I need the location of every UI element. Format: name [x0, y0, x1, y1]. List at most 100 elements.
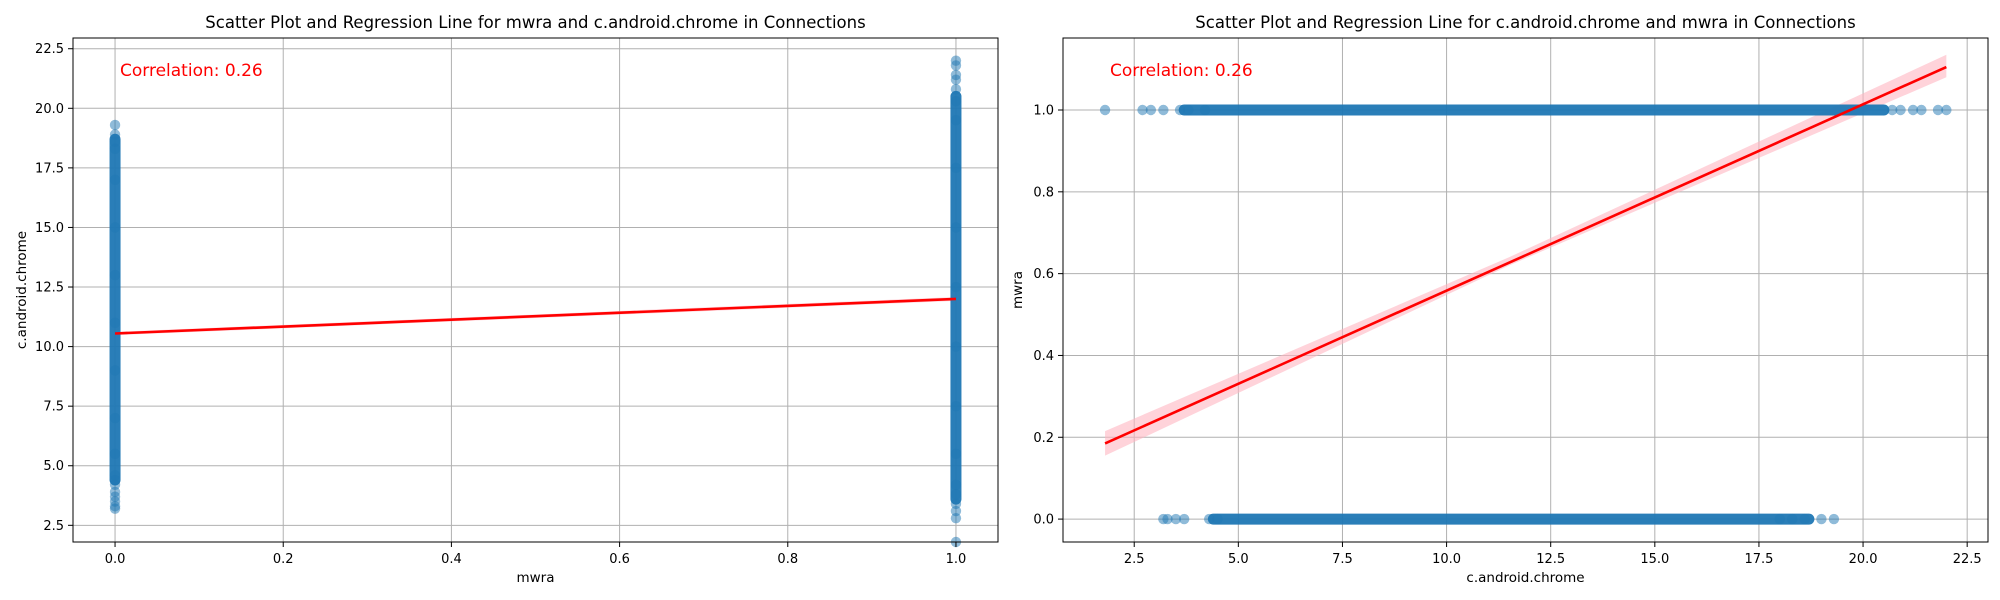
data-point	[1932, 104, 1944, 116]
data-point	[1907, 104, 1919, 116]
data-point	[1916, 104, 1927, 116]
plot-frame	[1062, 37, 1989, 543]
data-point	[1170, 513, 1182, 525]
left-scatter-chart: 0.0 0.2 0.4 0.6 0.8 1.0 2.5 5.0 7.5 10.0 12.5 15.0 1…	[14, 13, 999, 586]
data-point	[950, 95, 962, 107]
x-tick-label: 22.5	[1953, 552, 1982, 567]
data-point	[950, 222, 962, 233]
data-point	[1887, 104, 1898, 116]
y-axis-label: c.android.chrome	[14, 231, 30, 349]
data-point	[950, 512, 962, 524]
data-point	[109, 136, 121, 147]
data-point	[109, 143, 121, 155]
y-tick-label: 10.0	[35, 340, 64, 355]
data-point	[950, 84, 962, 95]
y-tick-label: 2.5	[43, 519, 64, 534]
data-point	[1941, 104, 1952, 116]
x-axis-label: mwra	[516, 570, 554, 586]
y-tick-label: 0.0	[1033, 513, 1054, 528]
data-point	[950, 281, 962, 293]
x-tick-label: 0.2	[273, 552, 294, 567]
x-tick-label: 0.0	[105, 552, 126, 567]
data-point	[109, 486, 121, 498]
y-tick-label: 15.0	[35, 221, 64, 236]
data-point	[1203, 513, 1215, 525]
data-point	[950, 341, 962, 352]
y-tick-label: 17.5	[35, 161, 64, 176]
correlation-annotation: Correlation: 0.26	[1110, 61, 1253, 81]
data-point	[109, 317, 121, 328]
x-tick-label: 0.6	[609, 552, 630, 567]
point-cluster	[109, 133, 121, 486]
regression-line	[1104, 65, 1947, 445]
point-cluster	[1207, 513, 1815, 525]
data-point	[1199, 104, 1211, 116]
y-tick-label: 22.5	[35, 42, 64, 57]
regression-line	[114, 297, 957, 335]
y-tick-label: 7.5	[43, 400, 64, 415]
data-point	[950, 505, 962, 517]
data-point	[950, 69, 962, 81]
data-point	[1799, 513, 1810, 525]
data-point	[950, 498, 962, 510]
data-point	[1137, 104, 1148, 116]
y-tick-label: 0.4	[1033, 349, 1054, 364]
data-point	[1212, 513, 1223, 525]
y-tick-label: 1.0	[1033, 104, 1054, 119]
right-scatter-chart: 2.5 5.0 7.5 10.0 12.5 15.0 17.5 20.0 22.5 0.0 0.2 0…	[1010, 13, 1989, 586]
correlation-annotation: Correlation: 0.26	[120, 61, 263, 81]
chart-title: Scatter Plot and Regression Line for mwr…	[205, 13, 865, 32]
y-tick-label: 5.0	[43, 459, 64, 474]
x-tick-label: 17.5	[1744, 552, 1773, 567]
data-point	[950, 448, 962, 460]
chart-title: Scatter Plot and Regression Line for c.a…	[1195, 13, 1855, 32]
data-point	[1145, 104, 1157, 116]
x-tick-label: 0.8	[777, 552, 798, 567]
y-tick-label: 0.6	[1033, 267, 1054, 282]
plot-frame	[72, 37, 999, 543]
data-point	[109, 129, 121, 140]
data-point	[109, 448, 121, 460]
x-tick-label: 2.5	[1124, 552, 1145, 567]
y-tick-label: 12.5	[35, 281, 64, 296]
data-point	[109, 412, 121, 424]
data-point	[109, 470, 121, 481]
x-tick-label: 1.0	[946, 552, 967, 567]
data-point	[1816, 513, 1827, 525]
y-tick-label: 0.2	[1033, 431, 1054, 446]
data-point	[1178, 513, 1190, 525]
data-point	[1162, 513, 1173, 525]
data-point	[1099, 104, 1111, 116]
data-point	[950, 479, 962, 491]
y-tick-label: 0.8	[1033, 185, 1054, 200]
data-point	[950, 55, 962, 66]
point-cluster	[1178, 104, 1890, 116]
x-axis-label: c.android.chrome	[1466, 570, 1584, 586]
x-tick-label: 12.5	[1536, 552, 1565, 567]
data-point	[950, 489, 962, 500]
x-tick-label: 10.0	[1432, 552, 1461, 567]
y-tick-label: 20.0	[35, 102, 64, 117]
data-point	[1828, 513, 1840, 525]
y-axis-label: mwra	[1010, 271, 1026, 309]
data-point	[1183, 104, 1194, 116]
data-point	[1787, 513, 1798, 525]
x-tick-label: 20.0	[1849, 552, 1878, 567]
data-point	[109, 269, 121, 281]
x-tick-label: 5.0	[1228, 552, 1249, 567]
data-point	[1158, 104, 1169, 116]
point-cluster	[950, 90, 962, 505]
data-point	[109, 174, 121, 185]
data-point	[1895, 104, 1906, 116]
x-tick-label: 15.0	[1640, 552, 1669, 567]
data-point	[109, 222, 121, 233]
data-point	[1174, 104, 1186, 116]
x-tick-label: 7.5	[1332, 552, 1353, 567]
data-point	[950, 115, 962, 126]
data-point	[109, 365, 121, 376]
data-point	[109, 119, 121, 131]
x-tick-label: 0.4	[441, 552, 462, 567]
data-point	[950, 162, 962, 174]
data-point	[1774, 513, 1785, 525]
